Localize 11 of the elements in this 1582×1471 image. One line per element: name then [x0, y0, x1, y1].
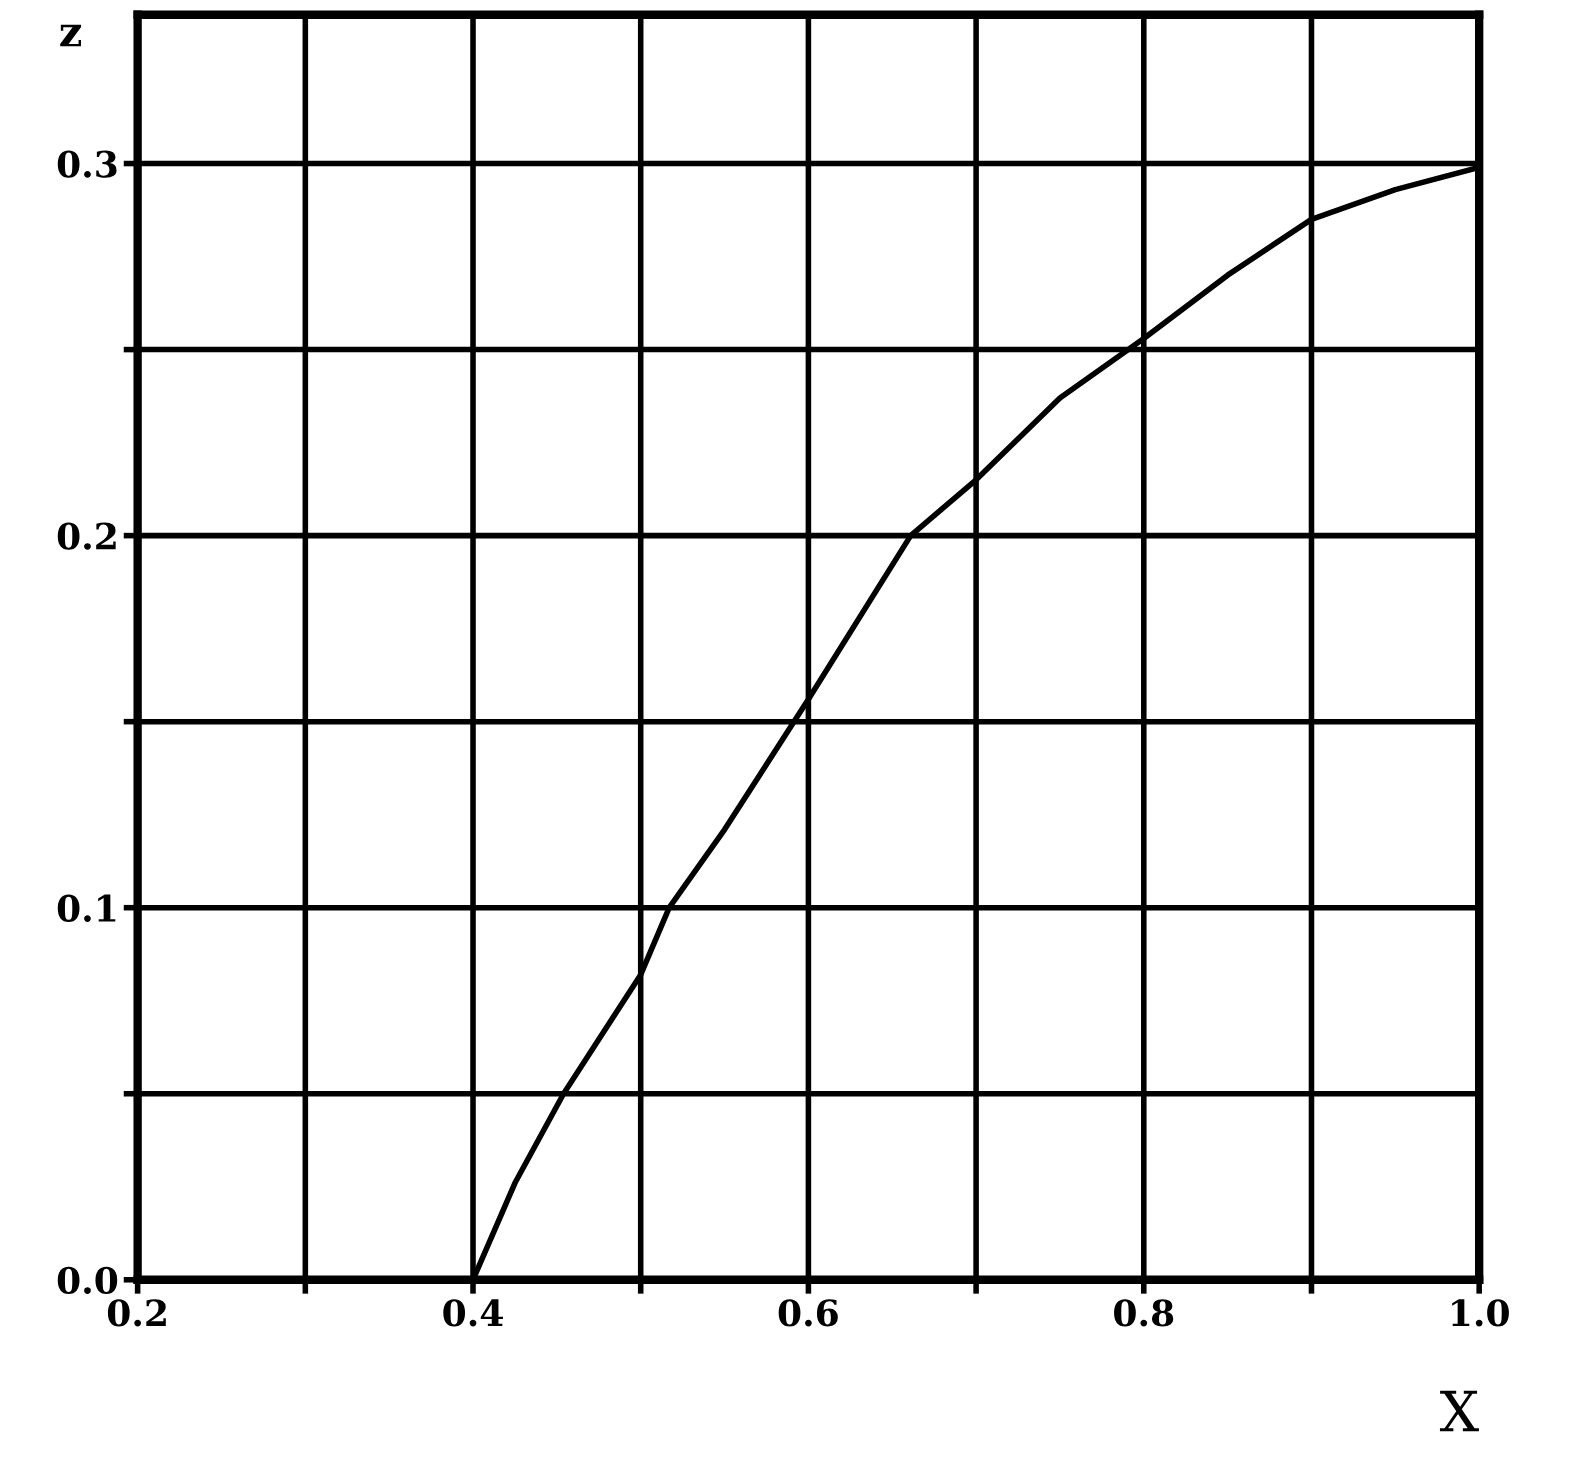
- y-tick-label: 0.2: [57, 522, 116, 550]
- y-tick-label: 0.1: [57, 894, 116, 922]
- x-tick-label: 0.2: [107, 1299, 166, 1327]
- x-tick-label: 0.4: [443, 1299, 503, 1327]
- y-tick-label: 0.3: [57, 150, 117, 178]
- x-tick-label: 0.6: [778, 1299, 838, 1327]
- x-tick-label: 1.0: [1452, 1299, 1509, 1327]
- x-axis-title: X: [1439, 1390, 1479, 1432]
- y-tick-label: 0.0: [57, 1266, 118, 1294]
- x-tick-label: 0.8: [1114, 1299, 1174, 1327]
- y-axis-title: z: [60, 24, 81, 47]
